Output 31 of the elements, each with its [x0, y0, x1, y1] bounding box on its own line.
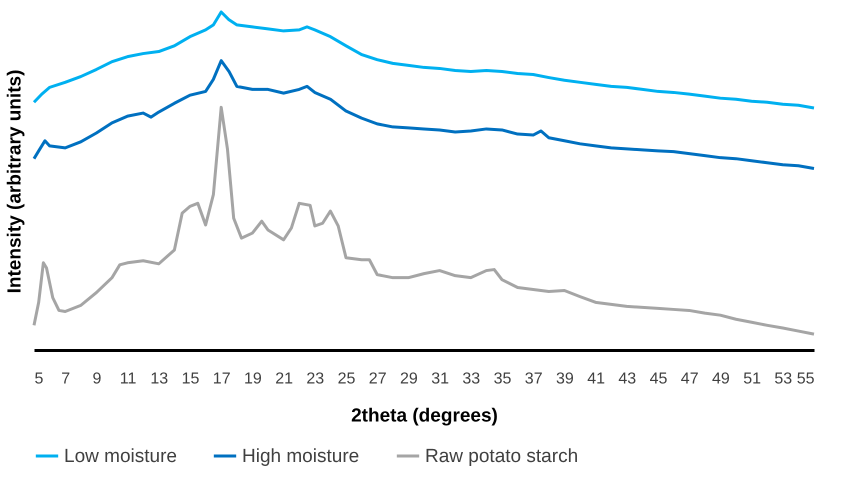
x-tick-label: 7 [61, 370, 70, 388]
x-tick-label: 17 [212, 370, 231, 388]
y-axis-title: Intensity (arbitrary units) [4, 70, 26, 294]
x-tick-label: 13 [150, 370, 168, 388]
legend-label: Raw potato starch [425, 446, 578, 467]
legend-label: Low moisture [64, 446, 177, 467]
x-tick-label: 27 [368, 370, 387, 388]
x-tick-label: 11 [120, 370, 137, 388]
x-tick-label: 33 [462, 370, 480, 388]
x-tick-label: 31 [431, 370, 450, 388]
x-tick-label: 15 [182, 370, 200, 388]
x-tick-label: 9 [92, 370, 102, 388]
x-axis-title: 2theta (degrees) [351, 406, 498, 426]
x-tick-label: 35 [494, 370, 512, 388]
x-tick-label: 49 [712, 370, 730, 388]
x-tick-label: 21 [275, 370, 294, 388]
x-tick-label: 29 [400, 370, 418, 388]
x-tick-label: 41 [587, 370, 606, 388]
x-tick-label: 51 [743, 370, 762, 388]
x-tick-label: 53 [774, 370, 792, 388]
x-tick-label: 25 [338, 370, 356, 388]
x-tick-label: 37 [524, 370, 543, 388]
x-tick-label: 43 [618, 370, 636, 388]
x-tick-label: 55 [796, 370, 815, 388]
x-tick-label: 45 [650, 370, 668, 388]
x-tick-label: 47 [680, 370, 699, 388]
x-tick-label: 19 [244, 370, 262, 388]
x-tick-label: 23 [306, 370, 324, 388]
x-tick-label: 39 [556, 370, 574, 388]
legend-label: High moisture [242, 446, 360, 467]
x-tick-label: 5 [34, 370, 44, 388]
